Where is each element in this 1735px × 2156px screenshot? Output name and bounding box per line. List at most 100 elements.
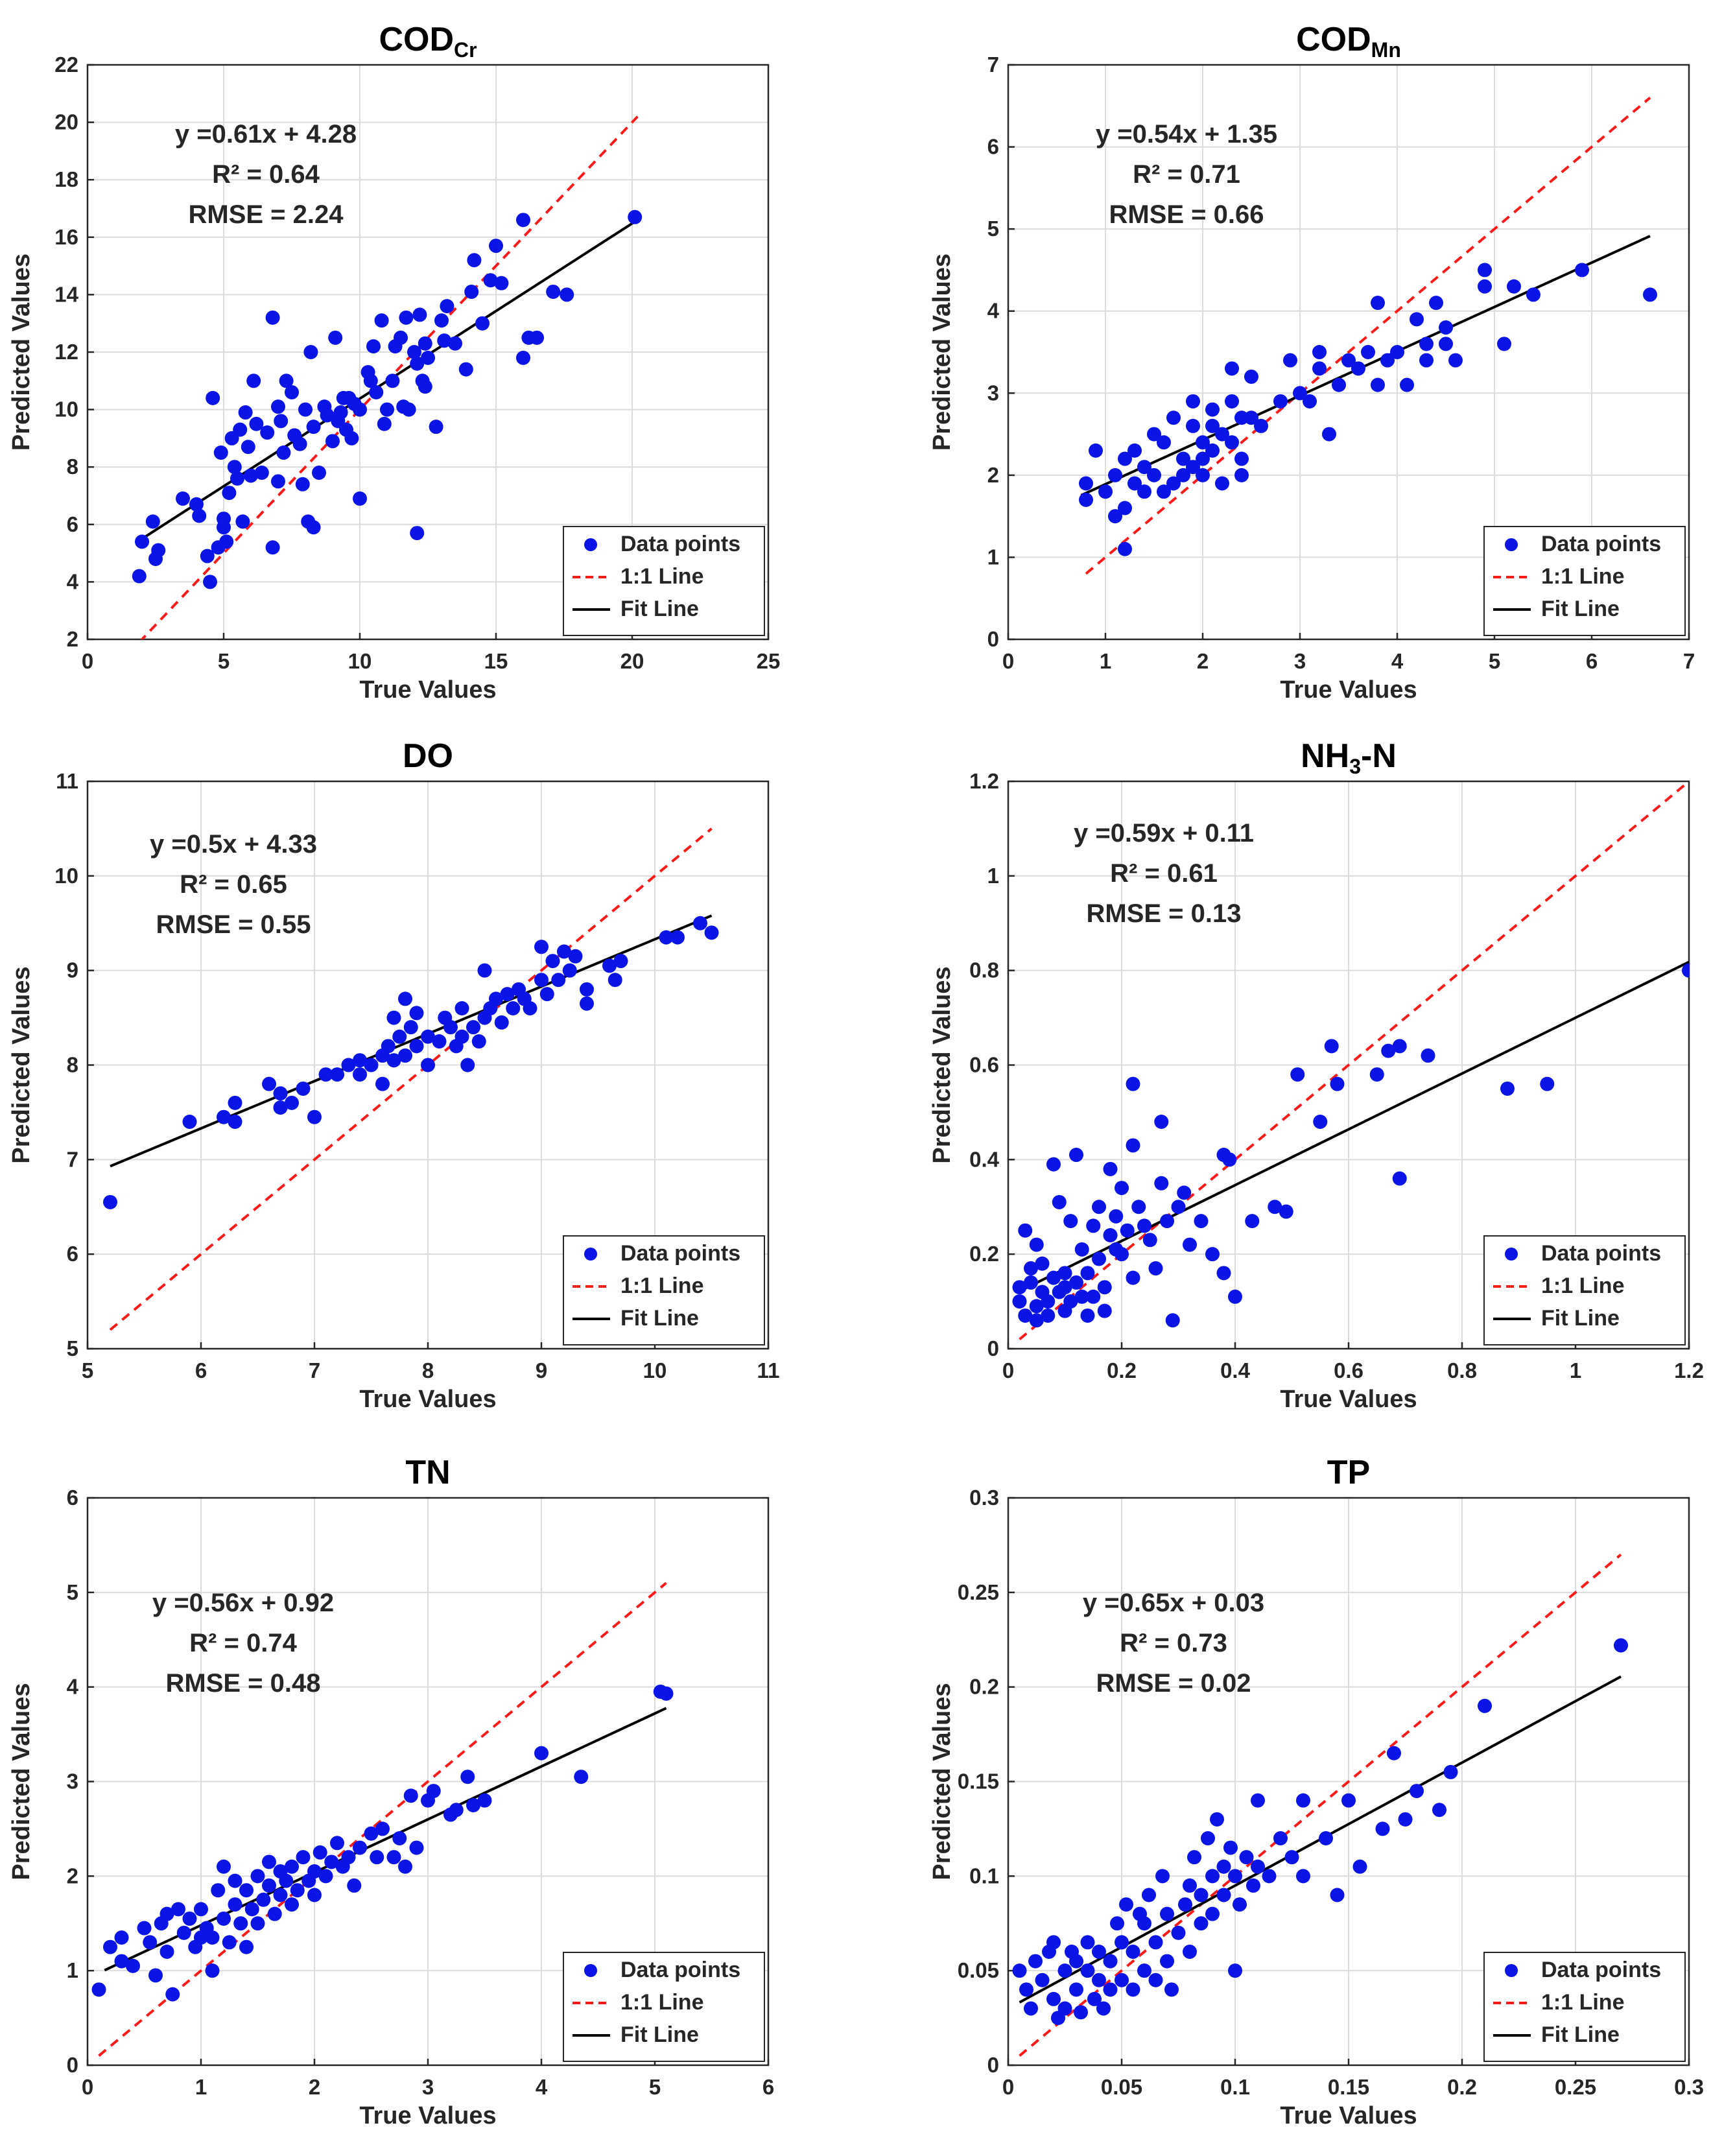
y-tick-label: 2 [67, 1864, 78, 1888]
data-point [1251, 1793, 1265, 1808]
data-point [429, 420, 443, 434]
data-point [1018, 1223, 1033, 1238]
data-point [494, 276, 509, 290]
data-point [1194, 1214, 1209, 1229]
x-tick-label: 6 [1586, 649, 1598, 673]
data-point [1137, 1916, 1151, 1931]
data-point [1228, 1869, 1242, 1884]
data-point [460, 1770, 475, 1784]
x-tick-label: 15 [484, 649, 508, 673]
y-tick-label: 0.4 [969, 1147, 1000, 1171]
data-point [353, 402, 367, 417]
data-point [546, 284, 561, 299]
data-point [1160, 1214, 1174, 1229]
data-point [1127, 476, 1142, 491]
x-tick-label: 0.3 [1674, 2075, 1704, 2099]
data-point [380, 402, 394, 417]
y-tick-label: 3 [987, 381, 999, 405]
data-point [366, 339, 381, 354]
data-point [477, 963, 492, 978]
data-point [1273, 1831, 1288, 1845]
data-point [292, 436, 307, 451]
data-point [1137, 1218, 1151, 1233]
data-point [1160, 1954, 1174, 1969]
data-point [628, 209, 643, 224]
data-point [1205, 402, 1220, 417]
data-point [276, 445, 291, 460]
data-point [381, 1039, 395, 1054]
axes-box [1007, 64, 1690, 641]
y-tick-label: 0.05 [958, 1958, 999, 1982]
data-point [318, 1067, 333, 1082]
data-point [203, 575, 217, 589]
data-point [1164, 1982, 1179, 1997]
x-tick-label: 25 [757, 649, 781, 673]
data-point [1478, 279, 1492, 294]
data-point [1183, 1878, 1197, 1893]
data-point [312, 466, 326, 480]
data-point [407, 345, 421, 359]
data-point [1029, 1313, 1044, 1328]
y-axis-label: Predicted Values [8, 1683, 35, 1880]
data-point [1187, 1850, 1201, 1865]
x-tick-label: 0 [1002, 1358, 1014, 1382]
data-point [1115, 1247, 1129, 1262]
data-point [1196, 435, 1210, 450]
data-point [194, 1902, 208, 1917]
identity-line [109, 827, 713, 1331]
data-point [1131, 1200, 1146, 1214]
legend: Data points 1:1 Line Fit Line [1483, 1952, 1686, 2062]
data-point [1103, 1228, 1118, 1242]
y-tick-label: 9 [67, 958, 78, 982]
data-point [273, 1100, 288, 1115]
data-point [1057, 1963, 1072, 1978]
data-point [1228, 1289, 1242, 1304]
x-axis-label: True Values [359, 676, 496, 704]
x-tick-label: 7 [309, 1358, 320, 1382]
data-point [1080, 1963, 1095, 1978]
data-point [1041, 1294, 1056, 1309]
data-point [1074, 2005, 1088, 2020]
data-point [228, 1095, 242, 1110]
data-point [1439, 320, 1453, 335]
regression-annotation: R² = 0.73 [1120, 1629, 1227, 1657]
data-point [608, 973, 622, 988]
x-tick-label: 5 [82, 1358, 93, 1382]
data-point [369, 385, 384, 400]
chart-title: TP [1327, 1454, 1370, 1491]
data-point [375, 1076, 390, 1091]
data-point [1074, 1242, 1089, 1257]
data-point [306, 520, 321, 535]
data-point [1419, 337, 1434, 351]
data-point [1284, 1850, 1299, 1865]
legend-marker-points [584, 1964, 597, 1977]
data-point [426, 1784, 441, 1799]
data-point [1296, 1793, 1310, 1808]
data-point [568, 949, 583, 964]
data-point [1341, 1793, 1356, 1808]
regression-annotation: y =0.61x + 4.28 [175, 120, 357, 148]
data-point [1369, 1067, 1384, 1082]
data-point [1157, 484, 1171, 499]
y-tick-label: 4 [67, 1675, 79, 1699]
data-point [1614, 1638, 1628, 1653]
data-point [1330, 1888, 1345, 1902]
y-tick-label: 11 [56, 769, 78, 793]
data-point [1069, 1275, 1083, 1290]
data-point [1127, 443, 1142, 458]
data-point [211, 1883, 226, 1898]
data-point [1115, 1935, 1129, 1950]
data-point [265, 310, 280, 325]
data-point [313, 1845, 327, 1860]
data-point [1029, 1299, 1044, 1314]
data-point [1497, 337, 1511, 351]
data-point [1194, 1888, 1209, 1902]
data-point [1046, 1270, 1061, 1285]
data-point [471, 1034, 486, 1049]
data-point [182, 1911, 197, 1926]
legend: Data points 1:1 Line Fit Line [563, 526, 765, 636]
data-point [574, 1770, 589, 1784]
data-point [1096, 2001, 1111, 2016]
data-point [1147, 427, 1161, 442]
data-point [239, 1883, 254, 1898]
